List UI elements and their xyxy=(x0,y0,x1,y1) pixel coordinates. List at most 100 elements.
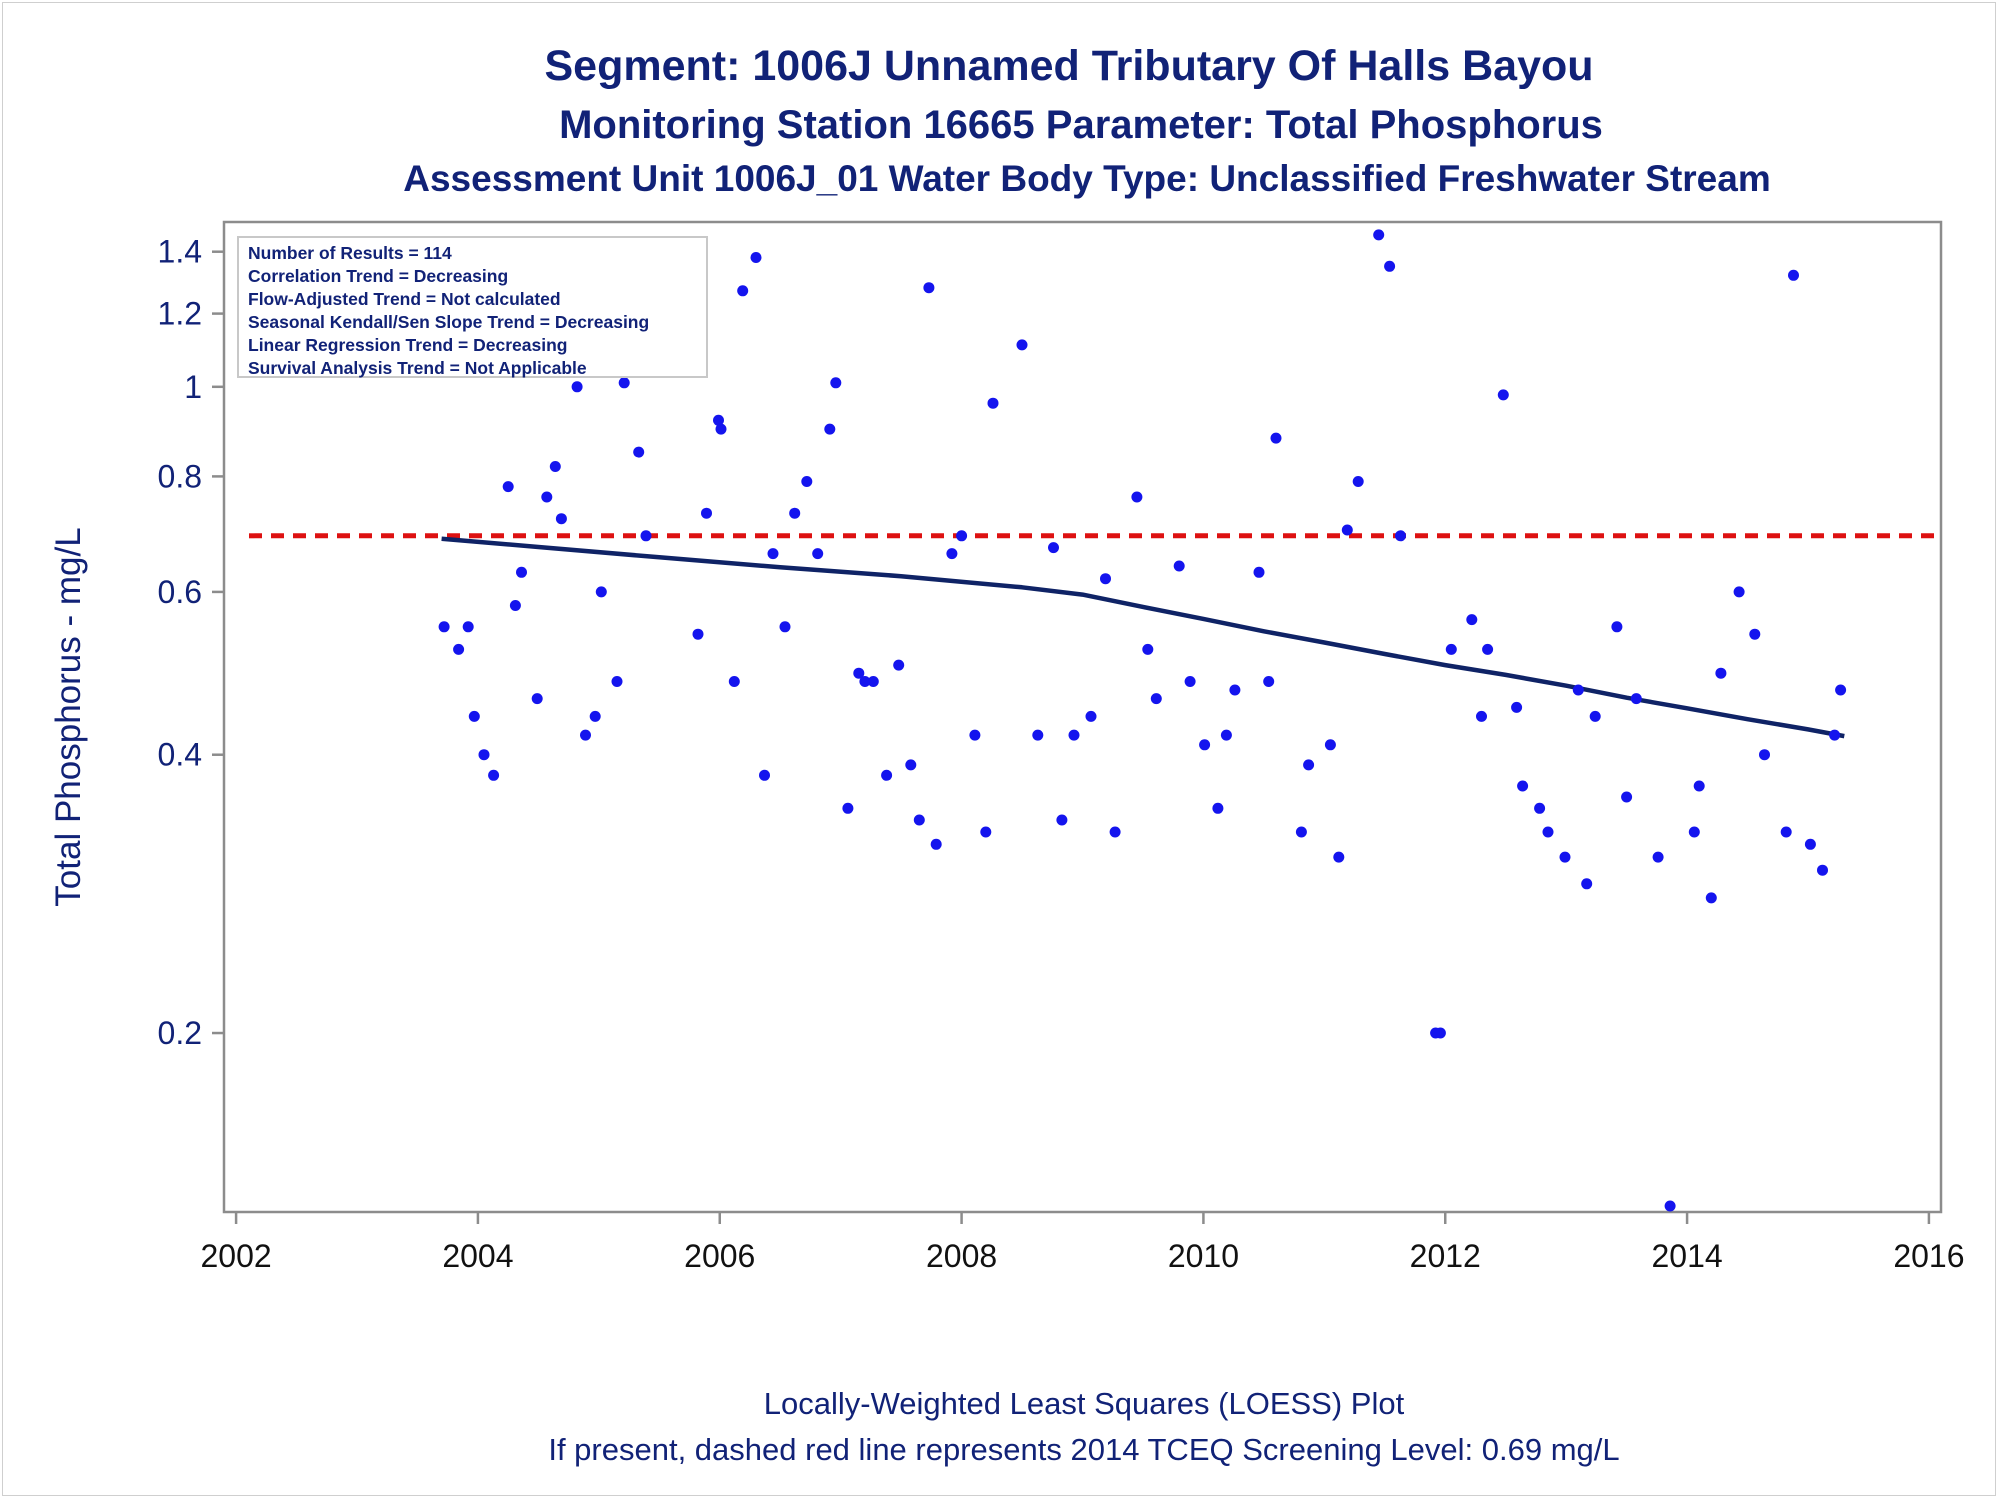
y-tick-label: 0.8 xyxy=(158,458,202,494)
data-point xyxy=(478,749,490,761)
stats-line: Linear Regression Trend = Decreasing xyxy=(248,335,568,355)
data-points xyxy=(438,229,1847,1212)
data-point xyxy=(980,826,992,838)
data-point xyxy=(516,566,527,578)
y-tick-label: 0.2 xyxy=(158,1015,202,1051)
data-point xyxy=(1303,759,1315,771)
data-point xyxy=(438,621,450,633)
data-point xyxy=(1817,864,1828,876)
stats-line: Number of Results = 114 xyxy=(248,243,452,263)
data-point xyxy=(1749,628,1761,640)
data-point xyxy=(1511,701,1523,713)
data-point xyxy=(867,676,879,687)
data-point xyxy=(549,461,561,472)
data-point xyxy=(1373,229,1385,241)
data-point xyxy=(1270,432,1282,444)
y-tick-label: 1 xyxy=(184,369,202,405)
data-point xyxy=(1517,780,1529,792)
data-point xyxy=(767,548,779,560)
y-tick-label: 0.6 xyxy=(158,574,202,610)
data-point xyxy=(531,693,543,705)
y-tick-label: 1.4 xyxy=(158,234,202,270)
data-point xyxy=(1212,802,1224,814)
data-point xyxy=(1611,621,1623,633)
y-axis: 0.2 0.4 0.6 0.8 1 1.2 1.4 xyxy=(158,234,224,1051)
data-point xyxy=(1476,710,1487,722)
data-point xyxy=(1048,542,1059,554)
stats-line: Survival Analysis Trend = Not Applicable xyxy=(248,358,587,378)
chart-subtitle-assessment: Assessment Unit 1006J_01 Water Body Type… xyxy=(403,158,1770,199)
data-point xyxy=(1559,851,1571,863)
data-point xyxy=(462,621,474,633)
data-point xyxy=(779,621,791,633)
data-point xyxy=(1324,739,1336,751)
data-point xyxy=(555,513,567,525)
chart-subtitle-station: Monitoring Station 16665 Parameter: Tota… xyxy=(559,103,1603,147)
data-point xyxy=(1829,729,1841,741)
data-point xyxy=(1109,826,1121,838)
data-point xyxy=(1085,710,1097,722)
data-point xyxy=(1229,684,1241,696)
data-point xyxy=(824,423,836,435)
chart-title: Segment: 1006J Unnamed Tributary Of Hall… xyxy=(544,42,1593,90)
x-tick-label: 2006 xyxy=(684,1238,755,1274)
stats-line: Seasonal Kendall/Sen Slope Trend = Decre… xyxy=(248,312,649,332)
data-point xyxy=(468,710,480,722)
stats-line: Flow-Adjusted Trend = Not calculated xyxy=(248,289,561,309)
data-point xyxy=(759,769,770,781)
data-point xyxy=(737,285,749,297)
data-point xyxy=(502,481,514,493)
data-point xyxy=(969,729,981,741)
data-point xyxy=(1395,530,1406,542)
data-point xyxy=(1835,684,1847,696)
x-tick-label: 2010 xyxy=(1168,1238,1239,1274)
data-point xyxy=(1142,643,1154,655)
data-point xyxy=(789,507,801,519)
data-point xyxy=(1715,667,1727,679)
data-point xyxy=(1804,838,1816,850)
data-point xyxy=(1445,643,1457,655)
data-point xyxy=(1705,892,1717,904)
data-point xyxy=(812,548,824,560)
data-point xyxy=(1621,791,1633,803)
data-point xyxy=(571,381,583,393)
data-point xyxy=(1693,780,1705,792)
data-point xyxy=(1434,1027,1446,1039)
data-point xyxy=(1384,260,1396,272)
data-point xyxy=(1788,269,1799,281)
data-point xyxy=(611,676,623,687)
data-point xyxy=(1184,676,1196,687)
data-point xyxy=(1482,643,1494,655)
data-point xyxy=(1263,676,1275,687)
data-point xyxy=(1333,851,1345,863)
data-point xyxy=(1759,749,1770,761)
data-point xyxy=(595,586,607,598)
data-point xyxy=(541,491,553,503)
stats-box-border xyxy=(237,236,708,378)
data-point xyxy=(1466,614,1478,626)
data-point xyxy=(1016,339,1028,351)
data-point xyxy=(859,676,871,687)
data-point xyxy=(618,377,630,389)
data-point xyxy=(1199,739,1211,751)
data-point xyxy=(1150,693,1162,705)
data-point xyxy=(633,446,645,458)
data-point xyxy=(1100,573,1111,585)
loess-trend-line xyxy=(441,536,1845,739)
data-point xyxy=(923,282,935,294)
data-point xyxy=(1032,729,1044,741)
data-point xyxy=(1542,826,1554,838)
chart: Segment: 1006J Unnamed Tributary Of Hall… xyxy=(49,42,1965,1467)
x-tick-label: 2008 xyxy=(926,1238,997,1274)
data-point xyxy=(893,659,905,671)
data-point xyxy=(1652,851,1664,863)
data-point xyxy=(750,252,762,263)
data-point xyxy=(589,710,601,722)
data-point xyxy=(1352,476,1364,487)
data-point xyxy=(701,507,712,519)
data-point xyxy=(1589,710,1601,722)
data-point xyxy=(1497,389,1509,401)
data-point xyxy=(1341,524,1353,536)
data-point xyxy=(1572,684,1584,696)
data-point xyxy=(1253,566,1265,578)
